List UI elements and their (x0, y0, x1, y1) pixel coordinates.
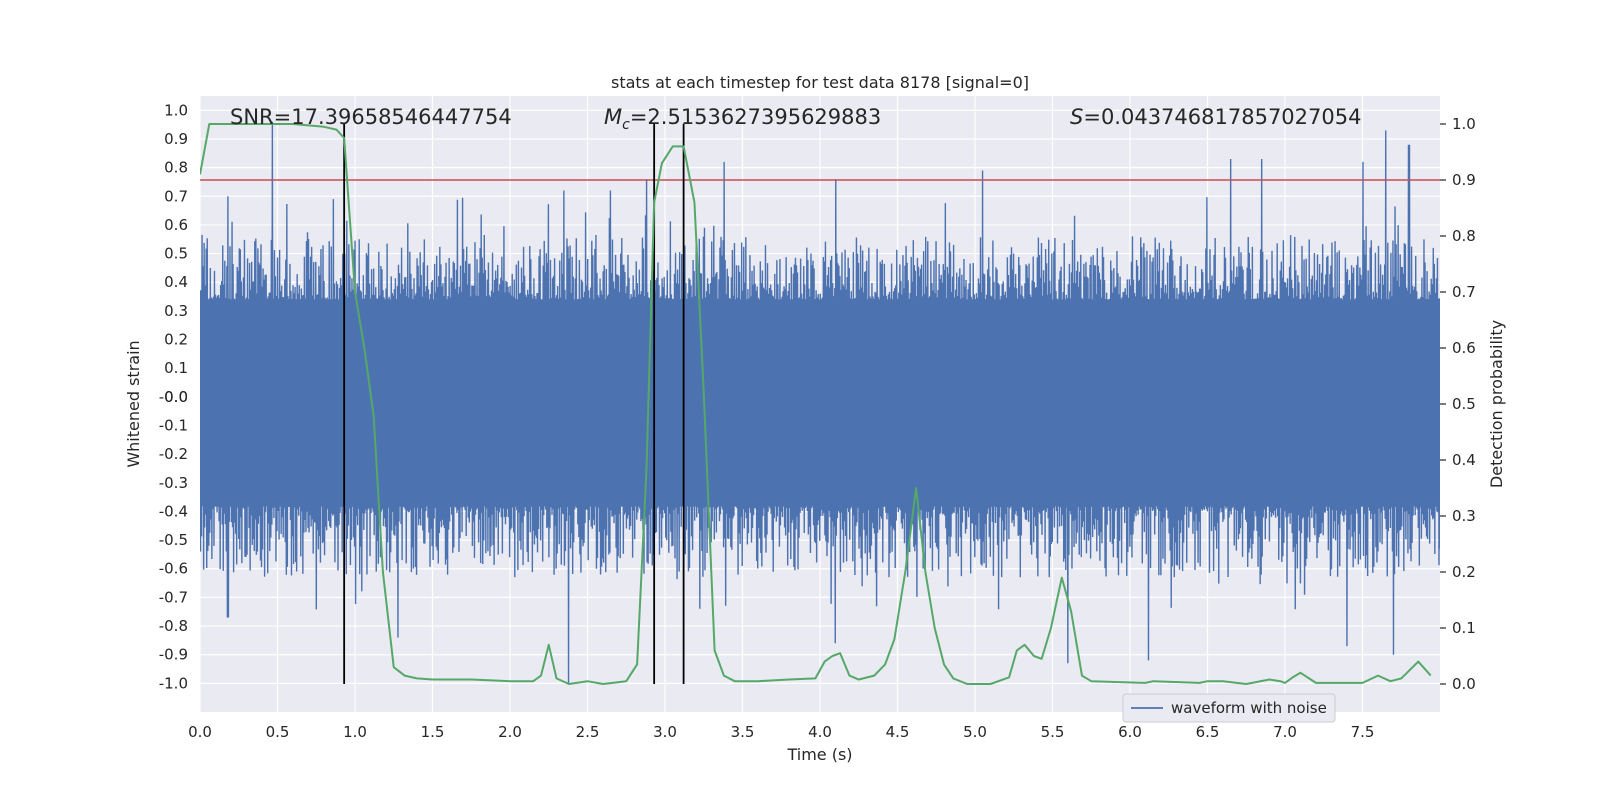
legend-box (1122, 693, 1336, 723)
y-tick-label-left: -0.8 (159, 617, 188, 635)
x-tick-label: 4.0 (808, 723, 832, 741)
y-axis-left-title: Whitened strain (124, 340, 143, 467)
x-tick-label: 5.5 (1041, 723, 1065, 741)
y-tick-label-left: 0.6 (164, 216, 188, 234)
y-tick-label-left: 0.7 (164, 187, 188, 205)
chirp-mass-value: =2.5153627395629883 (630, 105, 881, 129)
y-axis-right: 1.0 0.9 0.8 0.7 0.6 0.5 0.4 0.3 0.2 0.1 0.0 (1440, 115, 1476, 693)
chirp-mass-subscript: c (622, 117, 630, 133)
y-tick-label-right: 0.9 (1452, 171, 1476, 189)
x-axis-title: Time (s) (786, 745, 852, 764)
y-axis-right-title: Detection probability (1487, 320, 1506, 488)
x-tick-label: 4.5 (886, 723, 910, 741)
x-tick-label: 1.0 (343, 723, 367, 741)
s-annotation: S=0.043746817857027054 (1070, 105, 1361, 129)
y-tick-label-right: 0.2 (1452, 563, 1476, 581)
probability-series (200, 123, 1432, 685)
noise-waveform (200, 121, 1440, 684)
y-tick-label-left: -0.4 (159, 502, 188, 520)
y-tick-label-left: -0.5 (159, 531, 188, 549)
y-tick-label-left: -0.9 (159, 646, 188, 664)
x-tick-label: 5.0 (963, 723, 987, 741)
y-tick-label-right: 0.8 (1452, 227, 1476, 245)
probability-line (200, 123, 1432, 685)
chirp-mass-symbol: M (604, 105, 622, 129)
chart-title: stats at each timestep for test data 817… (611, 73, 1029, 92)
y-tick-label-left: 0.1 (164, 359, 188, 377)
x-tick-label: 6.0 (1118, 723, 1142, 741)
x-tick-label: 2.0 (498, 723, 522, 741)
y-tick-label-left: -0.2 (159, 445, 188, 463)
x-axis: 0.0 0.5 1.0 1.5 2.0 2.5 3.0 3.5 4.0 4.5 5.0 5.5 6.0 6… (188, 723, 1374, 741)
y-tick-label-left: -0.7 (159, 588, 188, 606)
y-tick-label-left: -0.0 (159, 388, 188, 406)
y-tick-label-left: -0.6 (159, 560, 188, 578)
y-tick-label-right: 1.0 (1452, 115, 1476, 133)
y-tick-label-right: 0.5 (1452, 395, 1476, 413)
y-tick-label-right: 0.7 (1452, 283, 1476, 301)
y-tick-label-left: 0.0 (164, 388, 188, 406)
s-symbol: S (1070, 105, 1083, 129)
y-tick-label-left: 0.5 (164, 245, 188, 263)
y-tick-label-left: 0.8 (164, 159, 188, 177)
snr-annotation: SNR=17.39658546447754 (230, 105, 512, 129)
x-tick-label: 2.5 (576, 723, 600, 741)
y-tick-label-right: 0.0 (1452, 675, 1476, 693)
y-tick-label-left: 0.4 (164, 273, 188, 291)
legend-label: waveform with noise (1171, 699, 1327, 717)
y-tick-label-left: 0.2 (164, 331, 188, 349)
y-tick-label-right: 0.6 (1452, 339, 1476, 357)
y-tick-label-left: 0.9 (164, 130, 188, 148)
x-tick-label: 1.5 (421, 723, 445, 741)
x-tick-label: 7.5 (1351, 723, 1375, 741)
x-tick-label: 7.0 (1273, 723, 1297, 741)
x-tick-label: 3.0 (653, 723, 677, 741)
y-tick-label-right: 0.1 (1452, 619, 1476, 637)
y-tick-label-left: -0.1 (159, 416, 188, 434)
x-tick-label: 3.5 (731, 723, 755, 741)
chirp-mass-annotation: Mc=2.5153627395629883 (604, 105, 881, 133)
x-tick-label: 6.5 (1196, 723, 1220, 741)
s-value: =0.043746817857027054 (1083, 105, 1361, 129)
x-tick-label: 0.5 (266, 723, 290, 741)
y-tick-label-left: 0.3 (164, 302, 188, 320)
y-tick-label-left: -0.3 (159, 474, 188, 492)
legend: waveform with noise (1122, 693, 1336, 723)
y-axis-left: 1.0 0.9 0.8 0.7 0.6 0.5 0.4 0.3 0.2 0.1 0.0-0.0 -0.… (159, 101, 188, 692)
x-tick-label: 0.0 (188, 723, 212, 741)
y-tick-label-left: 1.0 (164, 101, 188, 119)
y-tick-label-right: 0.3 (1452, 507, 1476, 525)
noise-series (200, 121, 1440, 684)
y-tick-label-left: -1.0 (159, 674, 188, 692)
y-tick-label-right: 0.4 (1452, 451, 1476, 469)
